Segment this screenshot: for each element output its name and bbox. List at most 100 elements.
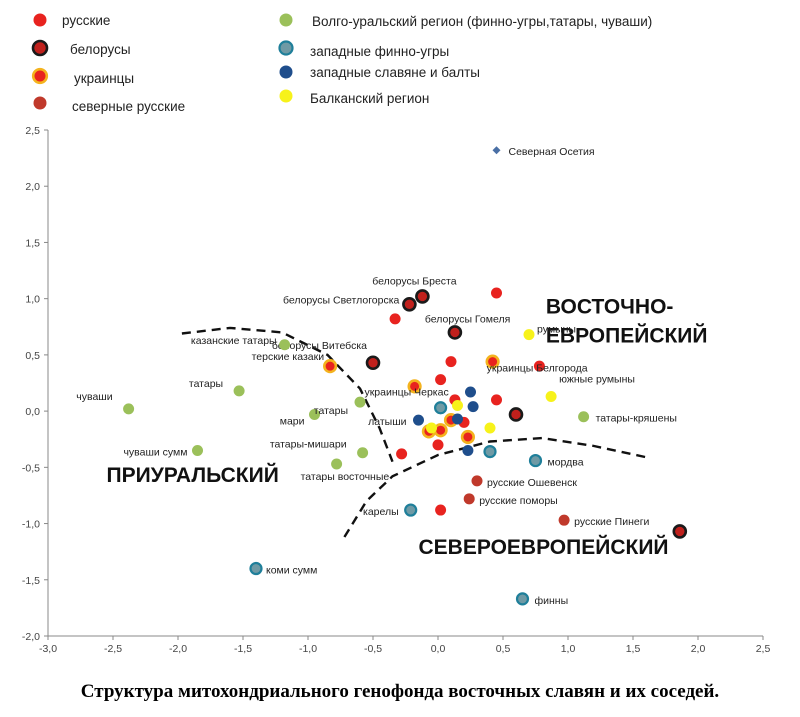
legend-item-west-slav: западные славяне и балты bbox=[279, 65, 480, 80]
point-russian bbox=[491, 394, 502, 406]
y-tick-label: -1,5 bbox=[22, 575, 40, 587]
legend-label: западные финно-угры bbox=[310, 44, 449, 59]
point-west-slav: латыши bbox=[368, 414, 424, 428]
legend-label: Балканский регион bbox=[310, 91, 429, 106]
legend-label: украинцы bbox=[74, 71, 134, 86]
point-label: русские Пинеги bbox=[574, 516, 649, 528]
point-russian bbox=[396, 448, 408, 460]
point-belarus: белорусы Светлогорска bbox=[283, 294, 417, 312]
legend-item-west-finno: западные финно-угры bbox=[278, 40, 449, 59]
point-balkan: южные румыны bbox=[545, 373, 635, 402]
point-belarus bbox=[672, 524, 688, 539]
point-label: карелы bbox=[363, 506, 399, 518]
point-label: мари bbox=[280, 415, 305, 427]
legend-label: белорусы bbox=[70, 42, 131, 57]
x-tick-label: -2,0 bbox=[169, 643, 187, 655]
y-tick-label: -1,0 bbox=[22, 519, 40, 531]
point-label: русские Ошевенск bbox=[487, 477, 577, 489]
region-label: ВОСТОЧНО- bbox=[546, 295, 674, 318]
point-belarus bbox=[508, 407, 524, 422]
legend-item-russian: русские bbox=[33, 13, 110, 28]
point-russian bbox=[389, 313, 401, 325]
region-label: ПРИУРАЛЬСКИЙ bbox=[107, 463, 279, 487]
point-label: Северная Осетия bbox=[509, 146, 595, 158]
point-label: южные румыны bbox=[559, 373, 635, 385]
point-ukraine: украинцы Белгорода bbox=[485, 354, 588, 375]
point-balkan bbox=[426, 422, 437, 434]
y-tick-label: 0,5 bbox=[25, 350, 40, 362]
x-tick-label: -1,5 bbox=[234, 643, 252, 655]
point-ukraine bbox=[460, 429, 476, 445]
region-label: ЕВРОПЕЙСКИЙ bbox=[546, 324, 708, 348]
y-tick-label: 2,0 bbox=[25, 181, 40, 193]
point-volga: чуваши bbox=[76, 391, 135, 415]
x-tick-label: -2,5 bbox=[104, 643, 122, 655]
point-label: украинцы Черкас bbox=[364, 386, 448, 398]
point-volga: татары bbox=[314, 396, 366, 417]
point-volga: татары-мишари bbox=[270, 439, 369, 459]
point-label: татары-мишари bbox=[270, 439, 347, 451]
point-west-finno: мордва bbox=[528, 453, 584, 469]
legend-label: Волго-уральский регион (финно-угры,татар… bbox=[312, 14, 652, 29]
point-label: белорусы Светлогорска bbox=[283, 294, 400, 306]
point-balkan bbox=[452, 399, 463, 411]
point-volga: чуваши сумм bbox=[123, 444, 203, 458]
point-volga: татары bbox=[189, 378, 245, 397]
point-label: терские казаки bbox=[252, 351, 325, 363]
point-label: чуваши bbox=[76, 391, 112, 403]
y-tick-label: 2,5 bbox=[25, 125, 40, 137]
point-west-finno: карелы bbox=[363, 503, 418, 518]
x-tick-label: 1,0 bbox=[561, 643, 576, 655]
point-west-slav bbox=[465, 386, 476, 398]
point-label: татары bbox=[189, 378, 223, 390]
y-tick-label: -0,5 bbox=[22, 462, 40, 474]
point-russian bbox=[533, 360, 545, 372]
y-tick-label: 1,0 bbox=[25, 294, 40, 306]
chart-caption: Структура митохондриального генофонда во… bbox=[80, 681, 720, 702]
x-tick-label: 1,5 bbox=[626, 643, 641, 655]
region-boundary-1 bbox=[181, 326, 394, 463]
point-west-finno: коми сумм bbox=[249, 561, 317, 577]
point-ukraine: терские казаки bbox=[252, 351, 338, 374]
point-west-slav bbox=[452, 413, 463, 425]
legend-item-balkan: Балканский регион bbox=[279, 89, 429, 106]
x-tick-label: 2,5 bbox=[756, 643, 771, 655]
point-label: татары-кряшены bbox=[596, 413, 677, 425]
region-label: СЕВЕРОЕВРОПЕЙСКИЙ bbox=[419, 535, 669, 559]
point-volga: татары восточные bbox=[301, 458, 389, 483]
point-label: украинцы Белгорода bbox=[487, 363, 588, 375]
legend-item-volga: Волго-уральский регион (финно-угры,татар… bbox=[279, 13, 652, 29]
point-russian bbox=[445, 356, 457, 368]
point-west-slav bbox=[467, 401, 479, 413]
region-labels: ВОСТОЧНО- ЕВРОПЕЙСКИЙ ПРИУРАЛЬСКИЙ СЕВЕРОЕВ… bbox=[107, 295, 708, 559]
legend-label: западные славяне и балты bbox=[310, 65, 480, 80]
point-label: белорусы Бреста bbox=[372, 275, 457, 287]
point-west-slav bbox=[462, 444, 474, 456]
legend-item-belarus: белорусы bbox=[31, 39, 131, 57]
y-tick-label: -2,0 bbox=[22, 631, 40, 643]
point-north-russian: русские поморы bbox=[463, 493, 558, 507]
x-tick-label: -1,0 bbox=[299, 643, 317, 655]
point-label: мордва bbox=[548, 457, 584, 469]
point-russian bbox=[435, 504, 447, 516]
point-label: финны bbox=[535, 595, 569, 607]
point-volga: казанские татары bbox=[191, 335, 291, 351]
point-balkan bbox=[484, 422, 496, 434]
point-west-finno bbox=[434, 401, 448, 415]
y-tick-label: 1,5 bbox=[25, 237, 40, 249]
point-volga: мари bbox=[280, 408, 320, 427]
point-west-finno bbox=[483, 444, 497, 459]
x-tick-label: 0,0 bbox=[431, 643, 446, 655]
data-points: Северная Осетия белорусы Светлогорска бело… bbox=[76, 146, 688, 607]
point-label: татары bbox=[314, 405, 348, 417]
point-belarus: белорусы Витебска bbox=[272, 340, 381, 371]
y-tick-label: 0,0 bbox=[25, 406, 40, 418]
point-russian bbox=[432, 439, 444, 451]
point-label: белорусы Витебска bbox=[272, 340, 367, 352]
point-russian bbox=[491, 287, 502, 299]
point-russian bbox=[435, 374, 447, 386]
point-west-finno: финны bbox=[515, 592, 569, 607]
x-tick-label: -3,0 bbox=[39, 643, 57, 655]
x-tick-label: 2,0 bbox=[691, 643, 706, 655]
point-belarus: белорусы Бреста bbox=[372, 275, 457, 304]
